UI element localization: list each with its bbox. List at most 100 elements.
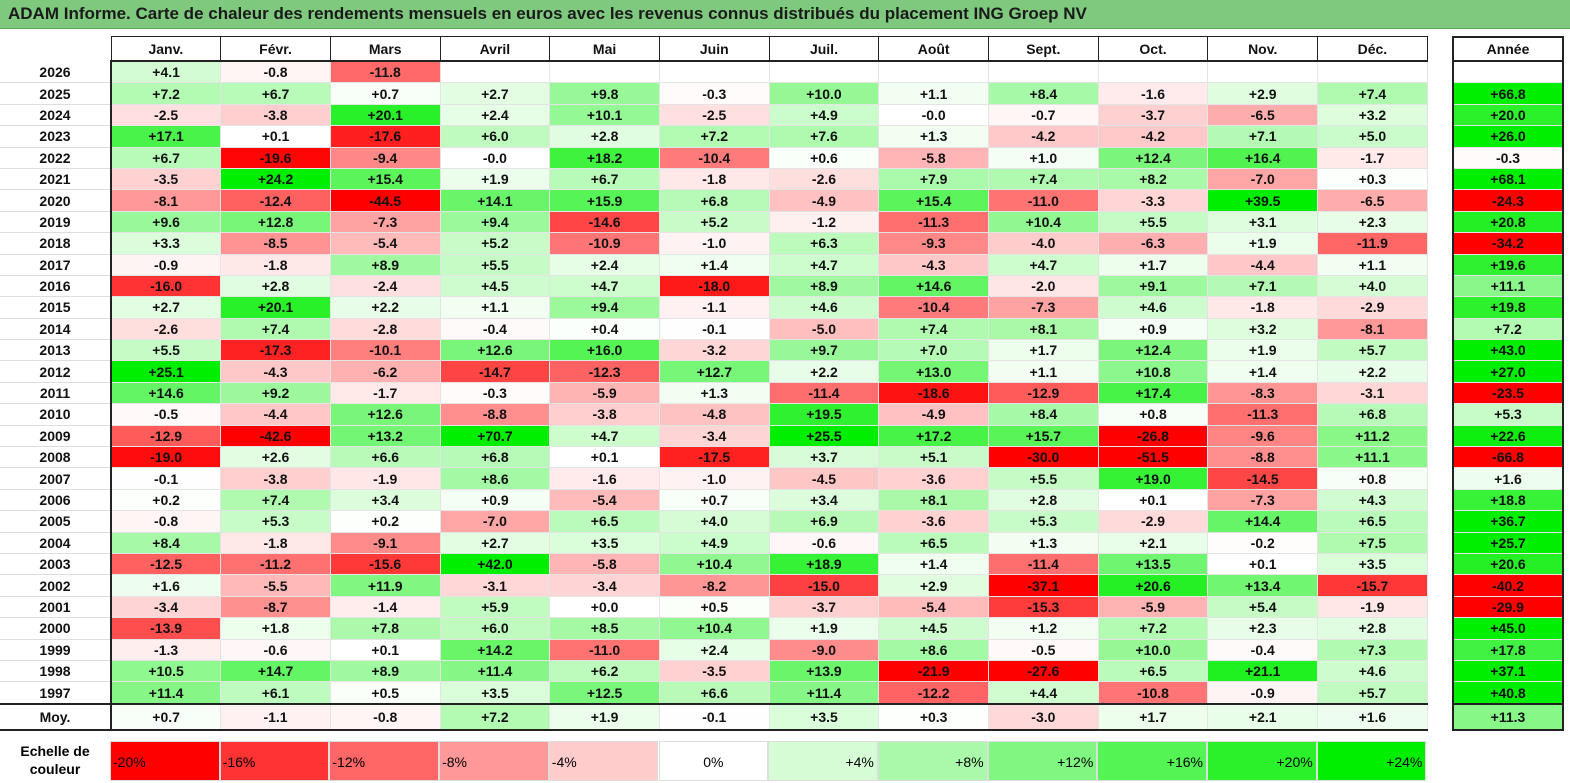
year-label: 2021	[0, 168, 112, 191]
heat-cell: +1.7	[988, 339, 1099, 362]
annual-cell: -66.8	[1452, 446, 1564, 469]
heat-cell: +3.5	[768, 702, 880, 731]
color-scale-legend: Echelle de couleur -20% -16% -12% -8% -4% 0% +…	[0, 740, 1430, 782]
heat-cell: -18.6	[878, 381, 989, 405]
heat-cell: +8.2	[1097, 167, 1209, 191]
heat-cell: +14.7	[220, 659, 331, 683]
heat-cell: -4.3	[878, 253, 989, 276]
year-row: 1999 -1.3 -0.6 +0.1 +14.2 -11.0 +2.4 -9.0 +8.6 -0…	[0, 638, 1428, 661]
heat-cell: +0.8	[1317, 467, 1428, 490]
heat-cell: +6.7	[220, 82, 331, 105]
heat-cell: -1.8	[658, 167, 770, 191]
heat-cell: +0.7	[110, 702, 222, 731]
heat-cell: -3.4	[658, 424, 770, 448]
month-header: Janv.	[110, 36, 222, 62]
heat-cell: +6.8	[658, 189, 770, 212]
heat-cell: -5.9	[1097, 595, 1209, 619]
heat-cell: -2.5	[658, 103, 770, 127]
heat-cell: -11.3	[1207, 403, 1319, 426]
scale-label-line-2: couleur	[29, 761, 81, 777]
annual-row: -0.3	[1452, 147, 1564, 169]
heat-cell: +1.9	[1207, 339, 1319, 362]
annual-cell: +36.7	[1452, 510, 1564, 533]
heat-cell: -6.3	[1097, 232, 1209, 255]
heat-cell: +9.4	[549, 296, 660, 319]
heat-cell: +13.2	[329, 424, 441, 448]
heat-cell: +70.7	[439, 424, 551, 448]
heat-cell: -3.6	[878, 467, 989, 490]
annual-row: +19.6	[1452, 254, 1564, 276]
heat-cell: -19.0	[110, 446, 222, 469]
year-row: 2024 -2.5 -3.8 +20.1 +2.4 +10.1 -2.5 +4.9 -0.0 -0…	[0, 103, 1428, 127]
heat-cell: +3.4	[768, 488, 880, 512]
heat-cell: +5.5	[110, 339, 222, 362]
heat-cell: +4.3	[1317, 488, 1428, 512]
heat-cell: +2.4	[549, 253, 660, 276]
year-label: 2026	[0, 61, 112, 84]
heat-cell: +7.4	[220, 317, 331, 341]
year-label: 2017	[0, 254, 112, 276]
year-row: 2005 -0.8 +5.3 +0.2 -7.0 +6.5 +4.0 +6.9 -3.6 +5.3…	[0, 510, 1428, 533]
heat-cell: -1.4	[329, 595, 441, 619]
year-label: 2004	[0, 532, 112, 554]
annual-cell	[1452, 61, 1564, 84]
heat-cell: +5.9	[439, 595, 551, 619]
heat-cell: -1.6	[549, 467, 660, 490]
heat-cell: +1.4	[1207, 360, 1319, 383]
heat-cell: +1.8	[220, 617, 331, 640]
heat-cell: +7.1	[1207, 125, 1319, 148]
heat-cell: -0.6	[220, 638, 331, 661]
heat-cell: -8.8	[1207, 446, 1319, 469]
heat-cell: +14.1	[439, 189, 551, 212]
year-label: 2025	[0, 82, 112, 105]
heat-cell: -1.1	[220, 702, 331, 731]
average-label: Moy.	[0, 702, 112, 731]
heat-cell: +0.1	[549, 446, 660, 469]
heat-cell: +1.6	[1317, 702, 1428, 731]
heat-cell: +8.4	[988, 403, 1099, 426]
heat-cell: +8.6	[878, 638, 989, 661]
heat-cell: -5.8	[549, 552, 660, 576]
heat-cell: -4.0	[988, 232, 1099, 255]
heat-cell: +2.1	[1097, 531, 1209, 554]
average-row: Moy. +0.7 -1.1 -0.8 +7.2 +1.9 -0.1 +3.5 +0.3 -3.0…	[0, 702, 1428, 731]
heat-cell: +6.7	[549, 167, 660, 191]
heat-cell: +7.2	[1097, 617, 1209, 640]
heat-cell: -12.2	[878, 681, 989, 705]
heat-cell: +6.8	[439, 446, 551, 469]
heat-cell: +8.1	[988, 317, 1099, 341]
heat-cell: +0.7	[329, 82, 441, 105]
heat-cell: -9.0	[768, 638, 880, 661]
heat-cell: +0.0	[549, 595, 660, 619]
annual-row: -34.2	[1452, 232, 1564, 255]
heat-cell: +12.5	[549, 681, 660, 705]
year-label: 2007	[0, 467, 112, 490]
heat-cell: -5.4	[329, 232, 441, 255]
heat-cell: +3.5	[439, 681, 551, 705]
heat-cell: -0.5	[988, 638, 1099, 661]
heat-cell: +0.1	[220, 125, 331, 148]
heat-cell: +19.0	[1097, 467, 1209, 490]
annual-cell: -40.2	[1452, 574, 1564, 597]
heat-cell: -2.6	[768, 167, 880, 191]
heat-cell: +2.8	[988, 488, 1099, 512]
heat-cell: -2.8	[329, 317, 441, 341]
heat-cell: -1.1	[658, 296, 770, 319]
heat-cell: +11.1	[1317, 446, 1428, 469]
year-label: 1999	[0, 639, 112, 661]
annual-cell: +26.0	[1452, 125, 1564, 148]
heat-cell: +5.3	[988, 510, 1099, 533]
heat-cell: +2.9	[1207, 82, 1319, 105]
heat-cell: -1.6	[1097, 82, 1209, 105]
heat-cell: +0.1	[1097, 488, 1209, 512]
heat-cell: +7.3	[1317, 638, 1428, 661]
heat-cell: -2.9	[1317, 296, 1428, 319]
heat-cell: +25.1	[110, 360, 222, 383]
year-row: 2000 -13.9 +1.8 +7.8 +6.0 +8.5 +10.4 +1.9 +4.5 +1…	[0, 617, 1428, 640]
heat-cell: -7.3	[988, 296, 1099, 319]
heat-cell: -3.7	[1097, 103, 1209, 127]
heat-cell: -0.3	[658, 82, 770, 105]
scale-cell: +4%	[768, 741, 878, 781]
heat-cell: -3.8	[220, 467, 331, 490]
heat-cell: -0.4	[1207, 638, 1319, 661]
